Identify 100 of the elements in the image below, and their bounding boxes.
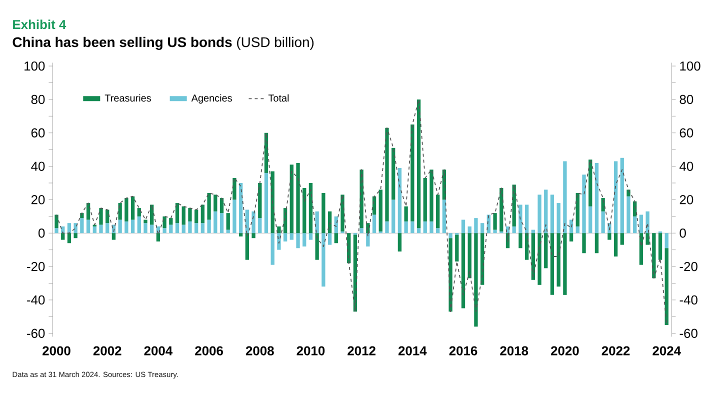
bar xyxy=(372,214,376,234)
bar xyxy=(601,211,605,234)
bar xyxy=(614,233,618,257)
bar xyxy=(258,182,262,218)
bar xyxy=(200,204,205,224)
bar xyxy=(550,233,554,295)
bar xyxy=(144,223,148,234)
bar xyxy=(410,221,414,234)
y-tick-label: 80 xyxy=(31,94,45,104)
bar xyxy=(614,161,618,234)
bar xyxy=(652,233,656,278)
bar xyxy=(480,233,484,285)
bar xyxy=(639,214,644,234)
bar xyxy=(118,220,122,234)
y-tick-label: 20 xyxy=(31,195,45,204)
bar xyxy=(150,224,154,234)
bar xyxy=(258,218,262,234)
y2-tick-label: -40 xyxy=(680,295,698,305)
bar xyxy=(563,233,567,295)
bar xyxy=(538,194,542,234)
bar xyxy=(137,216,141,234)
x-tick-label: 2002 xyxy=(93,346,122,356)
bar xyxy=(588,160,592,206)
bar xyxy=(207,193,211,220)
bar xyxy=(544,233,548,268)
y-tick-label: 60 xyxy=(31,128,45,138)
x-tick-label: 2020 xyxy=(550,346,579,356)
bar xyxy=(194,210,198,224)
bar xyxy=(594,162,599,234)
bar xyxy=(86,220,90,234)
x-tick-label: 2012 xyxy=(348,346,376,356)
bar xyxy=(468,226,472,234)
bar xyxy=(220,198,224,214)
bar xyxy=(188,208,192,222)
y2-tick-label: 100 xyxy=(680,61,700,71)
bar xyxy=(531,233,535,280)
bar xyxy=(430,221,434,234)
y2-tick-label: -20 xyxy=(680,262,698,272)
bar xyxy=(315,211,319,234)
y2-tick-label: 20 xyxy=(680,195,694,204)
bar xyxy=(416,228,421,234)
bar xyxy=(130,220,135,234)
bar xyxy=(106,223,110,234)
bar xyxy=(188,221,192,234)
bar xyxy=(232,200,236,234)
x-tick-label: 2004 xyxy=(144,346,173,356)
bar xyxy=(175,203,180,224)
bar xyxy=(423,221,427,234)
bar xyxy=(315,233,319,260)
bar xyxy=(664,233,668,248)
bar xyxy=(360,228,364,234)
bar xyxy=(392,200,396,234)
bar xyxy=(150,204,154,225)
x-tick-label: 2022 xyxy=(602,346,630,356)
bar xyxy=(308,182,313,234)
bar xyxy=(658,233,662,260)
bar xyxy=(328,233,332,245)
bar xyxy=(493,230,497,234)
bar xyxy=(436,194,440,228)
bar xyxy=(130,196,135,220)
bar xyxy=(474,218,478,234)
y2-tick-label: 80 xyxy=(680,94,694,104)
bar xyxy=(461,233,466,308)
bar xyxy=(162,216,166,228)
bar xyxy=(544,190,548,234)
bar xyxy=(67,233,72,244)
bar xyxy=(385,221,389,234)
y-tick-label: 40 xyxy=(31,162,45,171)
bar xyxy=(207,220,211,234)
bar xyxy=(480,223,484,234)
bar xyxy=(245,233,250,260)
bar xyxy=(322,233,326,287)
y2-tick-label: -60 xyxy=(680,328,698,338)
bar xyxy=(448,238,452,312)
bar xyxy=(214,211,218,234)
legend-label: Agencies xyxy=(191,94,232,104)
bar xyxy=(112,233,116,240)
bar xyxy=(169,224,173,234)
bar xyxy=(118,203,122,220)
bar xyxy=(493,213,497,230)
bar xyxy=(436,228,440,234)
bar xyxy=(74,233,78,238)
bar xyxy=(334,233,338,244)
bar xyxy=(80,218,84,234)
bar xyxy=(524,204,529,234)
bar xyxy=(220,213,224,234)
bar xyxy=(252,233,256,238)
bar xyxy=(385,128,389,222)
bar xyxy=(404,221,408,234)
bar xyxy=(392,148,396,200)
bar xyxy=(322,193,326,234)
bar xyxy=(366,233,370,246)
bar xyxy=(200,223,205,234)
bar xyxy=(594,233,599,254)
bar xyxy=(232,178,236,200)
bar xyxy=(416,99,421,228)
bar xyxy=(67,223,72,234)
y-tick-label: -20 xyxy=(27,262,45,272)
bar xyxy=(54,228,58,234)
bar xyxy=(633,216,637,234)
